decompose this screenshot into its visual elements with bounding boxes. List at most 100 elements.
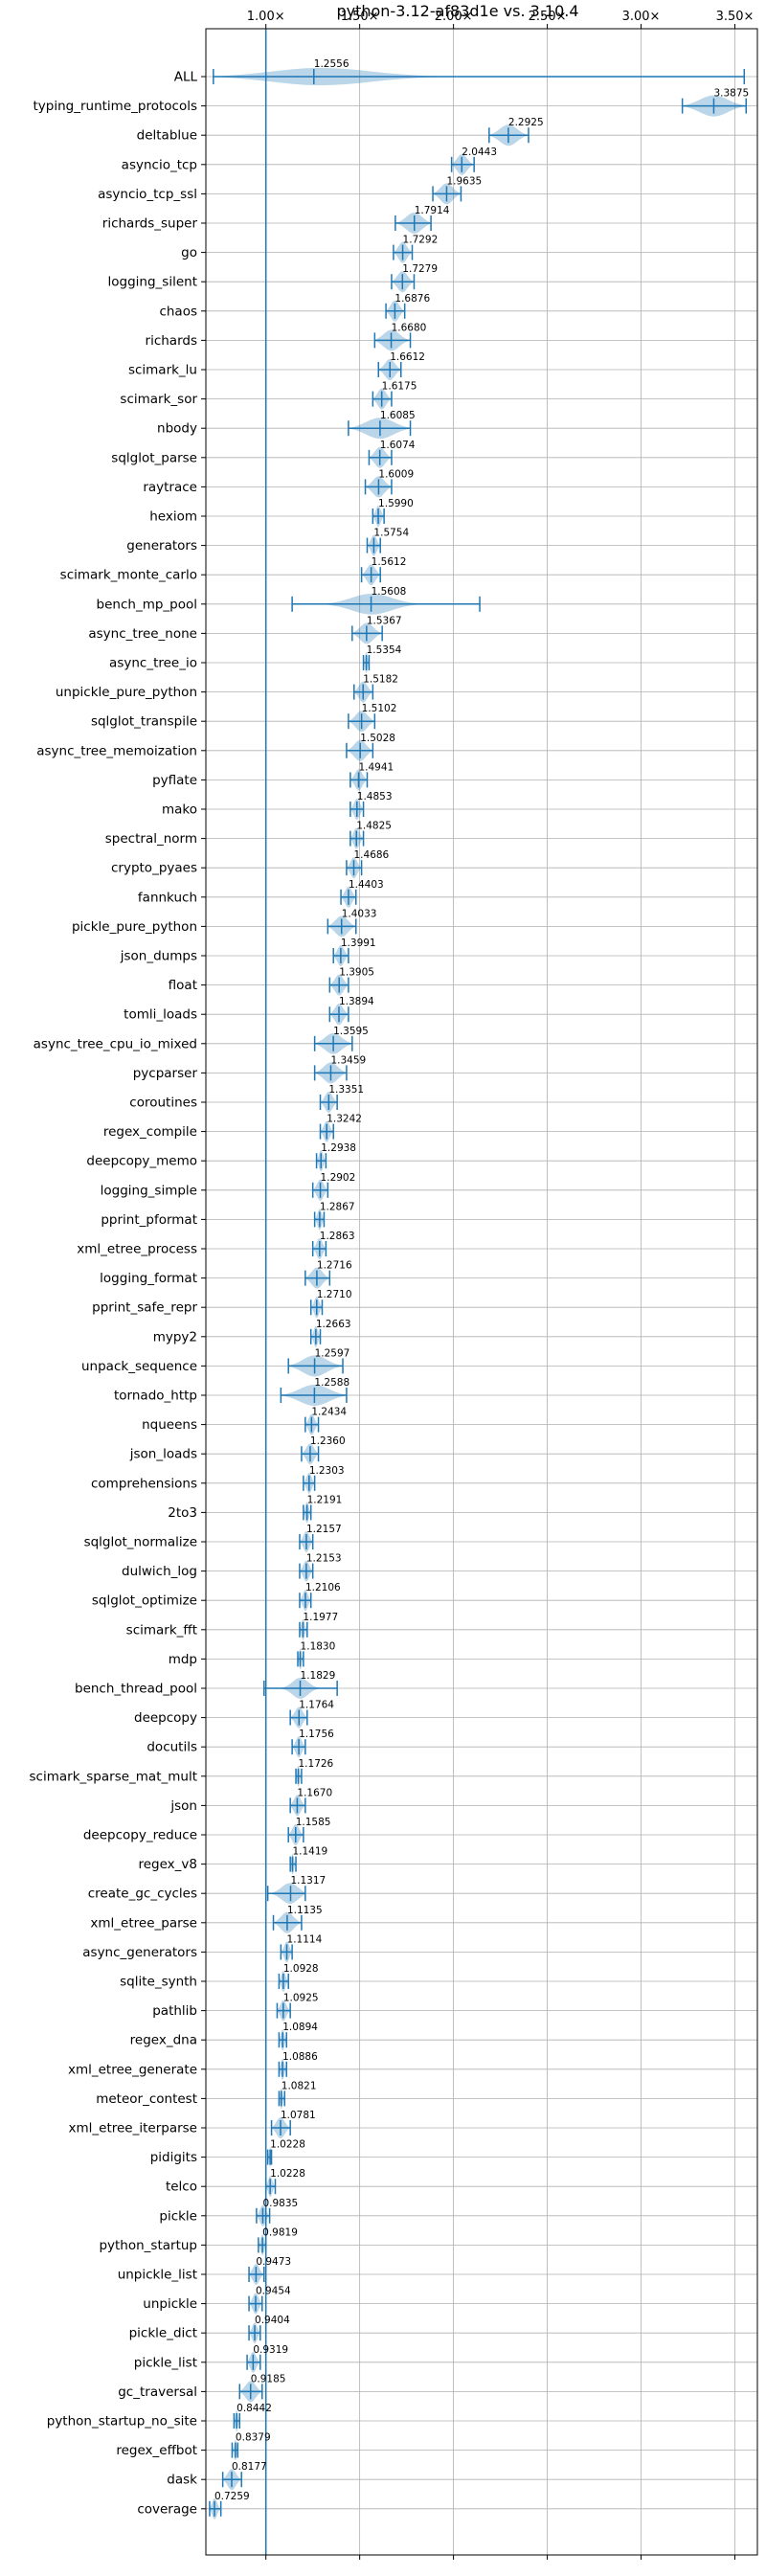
violin-scimark_sor: 1.6175 — [372, 381, 417, 410]
value-label: 1.1670 — [297, 1787, 332, 1798]
benchmark-label: pickle_pure_python — [72, 919, 197, 935]
benchmark-label: scimark_monte_carlo — [60, 568, 197, 583]
violin-asyncio_tcp_ssl: 1.9635 — [432, 175, 482, 205]
benchmark-label: unpickle_list — [118, 2268, 197, 2283]
benchmark-label: mdp — [169, 1652, 197, 1667]
value-label: 0.9835 — [262, 2198, 298, 2209]
benchmark-label: gc_traversal — [118, 2384, 197, 2400]
violin-scimark_lu: 1.6612 — [377, 351, 425, 380]
violin-spectral_norm: 1.4825 — [349, 821, 392, 849]
violin-crypto_pyaes: 1.4686 — [346, 849, 390, 879]
benchmark-label: xml_etree_iterparse — [69, 2121, 198, 2136]
violin-unpickle_pure_python: 1.5182 — [353, 674, 398, 703]
violin-raytrace: 1.6009 — [364, 468, 414, 498]
violin-comprehensions: 1.2303 — [303, 1465, 345, 1494]
benchmark-label: asyncio_tcp_ssl — [98, 187, 197, 202]
value-label: 1.0228 — [270, 2168, 305, 2180]
violin-python_startup: 0.9819 — [258, 2226, 298, 2256]
benchmark-label: pickle_dict — [129, 2326, 197, 2341]
violin-go: 1.7292 — [393, 235, 438, 263]
value-label: 1.2938 — [321, 1142, 356, 1154]
benchmark-label: pickle_list — [134, 2355, 197, 2370]
value-label: 0.8379 — [236, 2432, 271, 2444]
value-label: 1.4403 — [349, 879, 384, 891]
violin-tomli_loads: 1.3894 — [328, 996, 374, 1026]
x-tick-label: 1.00× — [247, 10, 285, 24]
value-label: 1.1830 — [301, 1640, 336, 1652]
benchmark-label: bench_thread_pool — [75, 1682, 197, 1697]
gridlines — [206, 29, 757, 2555]
value-label: 1.1764 — [299, 1700, 334, 1711]
violin-async_tree_none: 1.5367 — [351, 615, 402, 644]
value-label: 1.5102 — [362, 703, 397, 714]
benchmark-label: chaos — [159, 304, 197, 319]
value-label: 1.2556 — [314, 58, 349, 70]
violin-pathlib: 1.0925 — [276, 1993, 319, 2022]
benchmark-label: deepcopy_reduce — [83, 1828, 197, 1843]
violin-scimark_sparse_mat_mult: 1.1726 — [295, 1758, 334, 1787]
value-label: 1.0894 — [282, 2022, 318, 2033]
violin-chaos: 1.6876 — [385, 293, 430, 322]
violin-pprint_safe_repr: 1.2710 — [309, 1289, 352, 1319]
value-label: 1.2867 — [320, 1201, 355, 1212]
benchmark-label: async_generators — [82, 1945, 197, 1960]
x-tick-label: 3.00× — [622, 10, 661, 24]
violin-logging_simple: 1.2902 — [311, 1172, 355, 1201]
value-label: 1.1977 — [303, 1612, 338, 1623]
value-label: 1.6085 — [380, 410, 416, 421]
value-label: 1.0821 — [282, 2080, 317, 2091]
violin-regex_effbot: 0.8379 — [231, 2432, 271, 2461]
benchmark-label: ALL — [174, 70, 198, 85]
chart-title: python-3.12-af83d1e vs. 3.10.4 — [336, 2, 578, 20]
benchmark-label: logging_format — [100, 1271, 197, 1286]
value-label: 2.0443 — [462, 147, 497, 158]
violin-nqueens: 1.2434 — [304, 1407, 347, 1435]
benchmark-label: logging_silent — [108, 275, 197, 290]
violin-gc_traversal: 0.9185 — [238, 2373, 285, 2403]
benchmark-label: richards — [146, 333, 197, 349]
value-label: 1.4825 — [356, 821, 392, 832]
violin-deepcopy: 1.1764 — [289, 1700, 334, 1729]
violin-asyncio_tcp: 2.0443 — [450, 147, 497, 175]
violin-create_gc_cycles: 1.1317 — [266, 1875, 326, 1904]
benchmark-label: hexiom — [149, 509, 197, 525]
benchmark-label: 2to3 — [168, 1505, 197, 1521]
benchmark-label: json_dumps — [120, 949, 197, 964]
violin-pycparser: 1.3459 — [313, 1054, 366, 1084]
x-axis-ticks: 1.00× 1.50× 2.00× 2.50× 3.00× 3.50× — [247, 10, 754, 2560]
violin-sqlglot_normalize: 1.2157 — [299, 1524, 342, 1552]
violin-fannkuch: 1.4403 — [340, 879, 384, 908]
violin-logging_silent: 1.7279 — [391, 263, 438, 293]
violin-deepcopy_reduce: 1.1585 — [287, 1817, 330, 1845]
value-label: 1.2434 — [311, 1407, 347, 1418]
violin-sqlglot_parse: 1.6074 — [368, 440, 416, 468]
benchmark-label: scimark_fft — [126, 1622, 197, 1638]
benchmark-label: python_startup — [99, 2238, 197, 2253]
violin-bench_thread_pool: 1.1829 — [262, 1670, 338, 1699]
value-label: 1.2157 — [306, 1524, 342, 1535]
value-label: 1.3351 — [328, 1084, 364, 1096]
violin-json_dumps: 1.3991 — [332, 938, 376, 966]
violin-pidigits: 1.0228 — [266, 2139, 305, 2168]
violin-xml_etree_parse: 1.1135 — [272, 1905, 323, 1933]
violin-2to3: 1.2191 — [303, 1494, 342, 1524]
benchmark-label: pathlib — [152, 2003, 197, 2019]
benchmark-label: raytrace — [143, 480, 197, 495]
violin-mypy2: 1.2663 — [309, 1319, 351, 1347]
value-label: 1.2360 — [310, 1435, 346, 1447]
benchmark-label: pidigits — [150, 2150, 197, 2165]
violin-async_tree_memoization: 1.5028 — [346, 733, 395, 761]
value-label: 1.1756 — [299, 1729, 334, 1740]
violin-richards: 1.6680 — [373, 322, 426, 351]
benchmark-label: scimark_lu — [128, 363, 197, 378]
benchmark-label: async_tree_memoization — [36, 743, 197, 758]
violin-dask: 0.8177 — [221, 2461, 267, 2491]
value-label: 1.5990 — [378, 498, 414, 509]
benchmark-label: async_tree_io — [109, 656, 197, 671]
value-label: 1.0886 — [282, 2051, 318, 2063]
violin-python_startup_no_site: 0.8442 — [233, 2403, 272, 2431]
benchmark-label: dulwich_log — [122, 1564, 197, 1579]
violin-regex_dna: 1.0894 — [278, 2022, 318, 2051]
value-label: 1.6074 — [380, 440, 416, 451]
value-label: 1.2303 — [309, 1465, 345, 1477]
